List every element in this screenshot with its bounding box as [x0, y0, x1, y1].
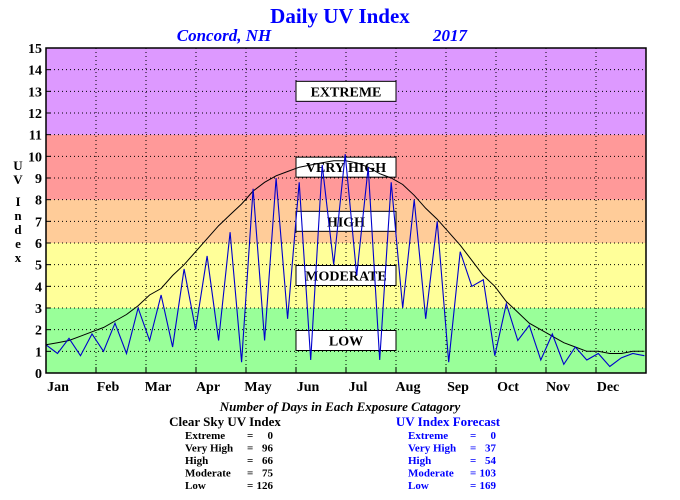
- x-tick-label: May: [244, 380, 271, 395]
- y-tick-label: 10: [28, 150, 42, 165]
- clear-sky-row-value: 66: [262, 455, 274, 467]
- forecast-row-eq: =: [470, 480, 476, 492]
- clear-sky-row-label: Low: [185, 480, 206, 492]
- clear-sky-row-value: 0: [268, 430, 274, 442]
- category-label-extreme: EXTREME: [311, 85, 382, 100]
- category-label-moderate: MODERATE: [305, 270, 386, 285]
- y-axis-label-char: x: [15, 250, 22, 265]
- y-tick-label: 6: [35, 237, 42, 252]
- forecast-row-value: 169: [480, 480, 497, 492]
- y-tick-label: 3: [35, 302, 42, 317]
- y-tick-label: 1: [35, 345, 42, 360]
- forecast-row-label: Very High: [408, 443, 456, 455]
- x-tick-label: Jan: [47, 380, 69, 395]
- y-axis-label-char: U: [13, 158, 23, 173]
- x-tick-label: Jun: [297, 380, 320, 395]
- y-tick-label: 12: [28, 107, 42, 122]
- year-label: 2017: [432, 26, 469, 45]
- y-tick-label: 11: [29, 129, 42, 144]
- category-box-moderate: [295, 265, 397, 286]
- clear-sky-line: [45, 160, 645, 354]
- x-tick-label: Feb: [97, 380, 120, 395]
- clear-sky-row-value: 75: [262, 468, 274, 480]
- category-label-low: LOW: [329, 335, 363, 350]
- x-tick-label: Apr: [196, 380, 220, 395]
- x-tick-label: Sep: [447, 380, 469, 395]
- y-tick-label: 4: [35, 280, 42, 295]
- clear-sky-row-value: 96: [262, 443, 274, 455]
- x-tick-label: Nov: [546, 380, 570, 395]
- forecast-row-eq: =: [470, 443, 476, 455]
- forecast-row-value: 37: [485, 443, 497, 455]
- stats-title: Number of Days in Each Exposure Catagory: [219, 399, 461, 414]
- y-tick-label: 0: [35, 367, 42, 382]
- forecast-row-label: Extreme: [408, 430, 448, 442]
- category-box-extreme: [295, 80, 397, 102]
- y-tick-label: 8: [35, 194, 42, 209]
- forecast-row-label: Moderate: [408, 468, 454, 480]
- category-box-low: [295, 330, 397, 351]
- y-tick-label: 2: [35, 324, 42, 339]
- x-tick-label: Mar: [145, 380, 171, 395]
- clear-sky-row-value: 126: [257, 480, 274, 492]
- forecast-row-label: Low: [408, 480, 429, 492]
- forecast-stats: Extreme = 0 Very High = 37 High = 54 Moderate = 103…: [408, 430, 497, 492]
- y-tick-label: 7: [35, 215, 42, 230]
- forecast-row-value: 0: [491, 430, 497, 442]
- clear-sky-row-label: Very High: [185, 443, 233, 455]
- y-tick-label: 13: [28, 85, 42, 100]
- forecast-row-value: 103: [480, 468, 497, 480]
- category-label-high: HIGH: [327, 215, 365, 230]
- y-tick-label: 14: [28, 64, 42, 79]
- clear-sky-row-label: High: [185, 455, 208, 467]
- x-tick-label: Oct: [497, 380, 519, 395]
- clear-sky-row-eq: =: [247, 480, 253, 492]
- forecast-row-eq: =: [470, 468, 476, 480]
- x-tick-label: Jul: [349, 380, 368, 395]
- grid-lines: [46, 48, 646, 373]
- y-axis-label-char: e: [15, 236, 21, 251]
- x-tick-label: Aug: [396, 380, 421, 395]
- clear-sky-row-label: Extreme: [185, 430, 225, 442]
- series-lines: [45, 154, 645, 368]
- chart-title: Daily UV Index: [270, 4, 410, 28]
- clear-sky-row-eq: =: [247, 455, 253, 467]
- clear-sky-stats: Extreme = 0 Very High = 96 High = 66 Moderate = 75 L…: [185, 430, 274, 492]
- clear-sky-row-eq: =: [247, 468, 253, 480]
- forecast-row-eq: =: [470, 455, 476, 467]
- location-label: Concord, NH: [177, 26, 272, 45]
- forecast-line: [45, 154, 645, 368]
- clear-sky-row-eq: =: [247, 430, 253, 442]
- forecast-row-eq: =: [470, 430, 476, 442]
- clear-sky-row-label: Moderate: [185, 468, 231, 480]
- y-axis-label-char: V: [13, 172, 23, 187]
- forecast-row-value: 54: [485, 455, 497, 467]
- clear-sky-row-eq: =: [247, 443, 253, 455]
- forecast-heading: UV Index Forecast: [396, 414, 501, 429]
- x-tick-label: Dec: [597, 380, 620, 395]
- y-axis-label-char: d: [14, 222, 22, 237]
- y-tick-label: 5: [35, 259, 42, 274]
- clear-sky-heading: Clear Sky UV Index: [169, 414, 281, 429]
- y-tick-label: 9: [35, 172, 42, 187]
- y-tick-label: 15: [28, 42, 42, 57]
- x-axis: Jan Feb Mar Apr May Jun Jul Aug Sep Oct Nov Dec: [45, 367, 620, 395]
- forecast-row-label: High: [408, 455, 431, 467]
- y-axis-label-char: n: [14, 208, 22, 223]
- y-axis-label-char: I: [15, 194, 20, 209]
